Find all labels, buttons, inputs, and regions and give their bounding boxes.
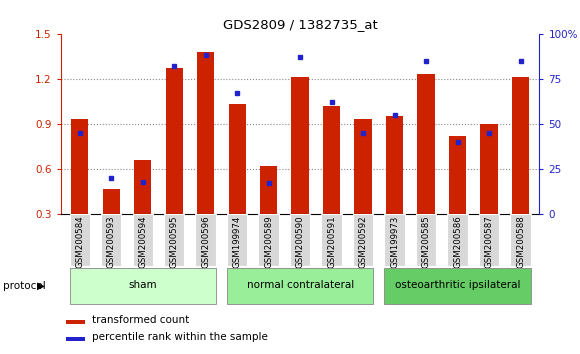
Bar xyxy=(354,119,372,214)
FancyBboxPatch shape xyxy=(227,214,248,266)
FancyBboxPatch shape xyxy=(164,214,184,266)
FancyBboxPatch shape xyxy=(353,214,374,266)
Text: GSM200594: GSM200594 xyxy=(138,216,147,268)
FancyBboxPatch shape xyxy=(227,268,374,304)
FancyBboxPatch shape xyxy=(195,214,216,266)
Text: GSM200590: GSM200590 xyxy=(296,216,304,268)
Bar xyxy=(386,116,403,214)
Text: sham: sham xyxy=(128,280,157,290)
Text: transformed count: transformed count xyxy=(92,315,189,325)
Text: GSM200589: GSM200589 xyxy=(264,216,273,268)
Text: GSM199974: GSM199974 xyxy=(233,216,242,268)
Bar xyxy=(66,320,85,324)
FancyBboxPatch shape xyxy=(132,214,153,266)
Text: GSM200588: GSM200588 xyxy=(516,216,525,268)
Text: protocol: protocol xyxy=(3,281,46,291)
Text: percentile rank within the sample: percentile rank within the sample xyxy=(92,332,268,342)
Bar xyxy=(292,77,309,214)
Bar xyxy=(66,337,85,341)
FancyBboxPatch shape xyxy=(101,214,121,266)
FancyBboxPatch shape xyxy=(321,214,342,266)
Text: normal contralateral: normal contralateral xyxy=(246,280,354,290)
FancyBboxPatch shape xyxy=(510,214,531,266)
Title: GDS2809 / 1382735_at: GDS2809 / 1382735_at xyxy=(223,18,378,31)
Bar xyxy=(418,74,435,214)
Text: GSM200591: GSM200591 xyxy=(327,216,336,268)
Text: GSM200585: GSM200585 xyxy=(422,216,430,268)
Text: GSM200596: GSM200596 xyxy=(201,216,210,268)
FancyBboxPatch shape xyxy=(290,214,310,266)
FancyBboxPatch shape xyxy=(70,214,90,266)
FancyBboxPatch shape xyxy=(70,268,216,304)
Text: ▶: ▶ xyxy=(37,281,45,291)
Bar xyxy=(165,68,183,214)
FancyBboxPatch shape xyxy=(447,214,468,266)
Bar xyxy=(229,104,246,214)
Bar xyxy=(323,106,340,214)
Bar xyxy=(480,124,498,214)
Bar xyxy=(197,52,215,214)
Text: GSM200584: GSM200584 xyxy=(75,216,84,268)
FancyBboxPatch shape xyxy=(385,214,405,266)
Text: osteoarthritic ipsilateral: osteoarthritic ipsilateral xyxy=(395,280,520,290)
FancyBboxPatch shape xyxy=(385,268,531,304)
Text: GSM199973: GSM199973 xyxy=(390,216,399,268)
Text: GSM200587: GSM200587 xyxy=(484,216,494,268)
Text: GSM200586: GSM200586 xyxy=(453,216,462,268)
Bar xyxy=(71,119,88,214)
FancyBboxPatch shape xyxy=(479,214,499,266)
Text: GSM200592: GSM200592 xyxy=(358,216,368,268)
Text: GSM200595: GSM200595 xyxy=(170,216,179,268)
Bar xyxy=(134,160,151,214)
Bar xyxy=(260,166,277,214)
Bar xyxy=(103,189,120,214)
Text: GSM200593: GSM200593 xyxy=(107,216,116,268)
Bar xyxy=(512,77,529,214)
FancyBboxPatch shape xyxy=(259,214,279,266)
FancyBboxPatch shape xyxy=(416,214,436,266)
Bar xyxy=(449,136,466,214)
